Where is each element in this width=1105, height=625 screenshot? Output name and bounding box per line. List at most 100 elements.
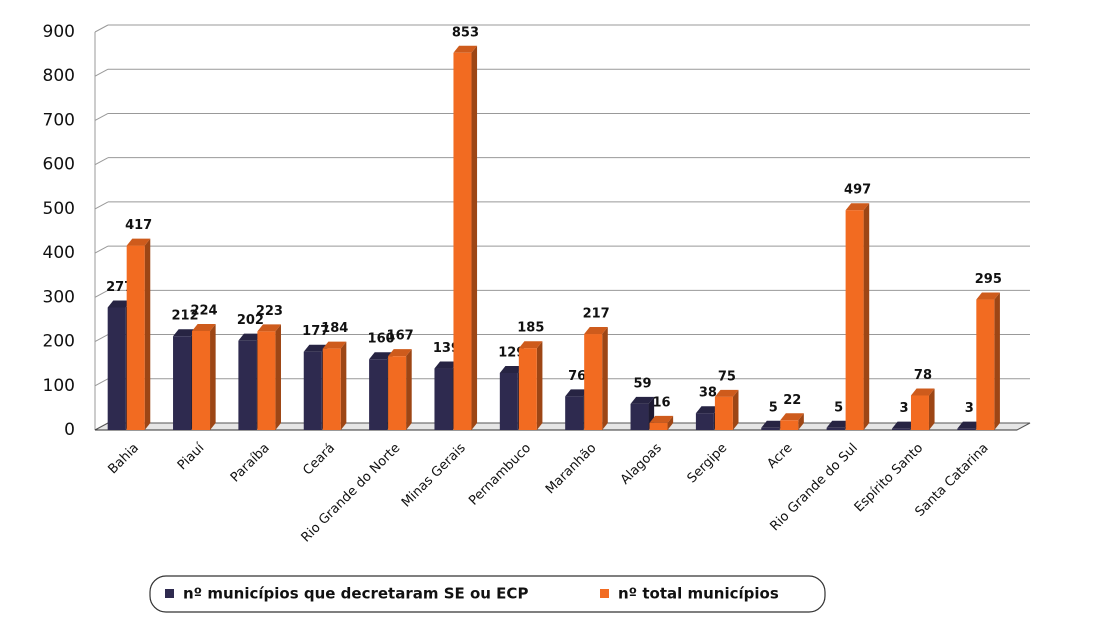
grid-line [94,113,109,121]
bar-side [471,45,478,430]
grid-line [94,334,109,342]
value-label: 75 [718,369,736,384]
bar-top [518,341,543,349]
bar [257,331,276,430]
bar [695,413,714,430]
bar-top [173,329,197,337]
grid-line [94,68,109,77]
bar [518,348,537,430]
legend-label: nº municípios que decretaram SE ou ECP [183,585,528,603]
grid-line [94,24,109,33]
bar-top [238,333,262,341]
bar [453,52,472,430]
grid-line [94,378,109,387]
value-label: 78 [914,368,932,383]
value-label: 22 [783,393,801,408]
bar-top [649,415,674,423]
bar [565,396,584,430]
value-label: 853 [452,25,479,40]
bar-top [780,413,804,421]
y-tick-label: 300 [43,287,75,307]
bar [238,340,257,430]
bar-top [891,421,916,429]
bar [649,422,668,430]
bar-top [303,344,328,352]
bar-top [499,365,524,373]
value-label: 177 [302,324,329,339]
bar [845,210,864,430]
bar-top [369,352,393,360]
bar-top [388,349,412,357]
bar-top [322,341,347,349]
bar [826,427,845,430]
y-tick-label: 100 [43,376,75,396]
y-tick-label: 800 [43,66,75,86]
value-label: 224 [190,303,217,318]
bar-top [826,420,851,428]
bar-top [761,420,785,428]
value-label: 3 [965,401,974,416]
bar [369,359,388,430]
value-label: 5 [834,400,843,415]
bar [322,348,341,430]
bar [499,372,518,430]
value-label: 212 [171,309,198,324]
y-tick-label: 500 [43,199,75,219]
bar-top [192,323,216,331]
bar [192,330,211,430]
bar-side [406,349,412,430]
y-tick-label: 600 [43,155,75,175]
value-label: 76 [568,369,586,384]
bar [107,307,126,430]
bar [173,336,192,430]
bar [780,420,799,430]
value-label: 5 [769,400,778,415]
bar-top [257,324,281,332]
legend-swatch [165,589,174,598]
value-label: 497 [844,183,871,198]
bar-side [798,413,804,430]
bar-side [602,327,608,430]
bar-top [565,389,589,397]
grid-line [94,157,109,166]
bar-side [928,388,935,430]
grid-line [94,289,109,298]
bar-side [275,324,281,430]
bar [303,351,322,430]
value-label: 38 [699,386,717,401]
legend-box [149,575,826,613]
value-label: 417 [125,218,152,233]
floor [94,422,1031,431]
value-label: 59 [633,376,651,391]
value-label: 185 [517,321,544,336]
value-label: 160 [368,332,395,347]
bar [584,334,603,430]
bar-top [957,421,981,429]
bar-side [667,415,674,430]
bar-top [434,361,459,369]
bar [630,403,649,430]
bar-side [536,341,543,430]
y-tick-label: 900 [43,22,75,42]
value-label: 217 [583,307,610,322]
bar [761,427,780,430]
bar-top [126,238,151,246]
value-label: 167 [387,329,414,344]
bar [910,395,929,430]
value-label: 277 [106,280,133,295]
bar-top [584,327,608,335]
legend-label: nº total municípios [618,585,779,603]
bar [434,368,453,430]
bar-top [107,300,132,308]
bar-side [144,238,151,430]
bar [976,299,995,430]
legend-swatch [600,589,609,598]
bar-top [453,45,478,53]
bar-side [732,389,739,430]
grid-line [94,201,109,210]
y-tick-label: 700 [43,110,75,130]
bar-side [340,341,347,430]
bar-top [976,292,1000,300]
